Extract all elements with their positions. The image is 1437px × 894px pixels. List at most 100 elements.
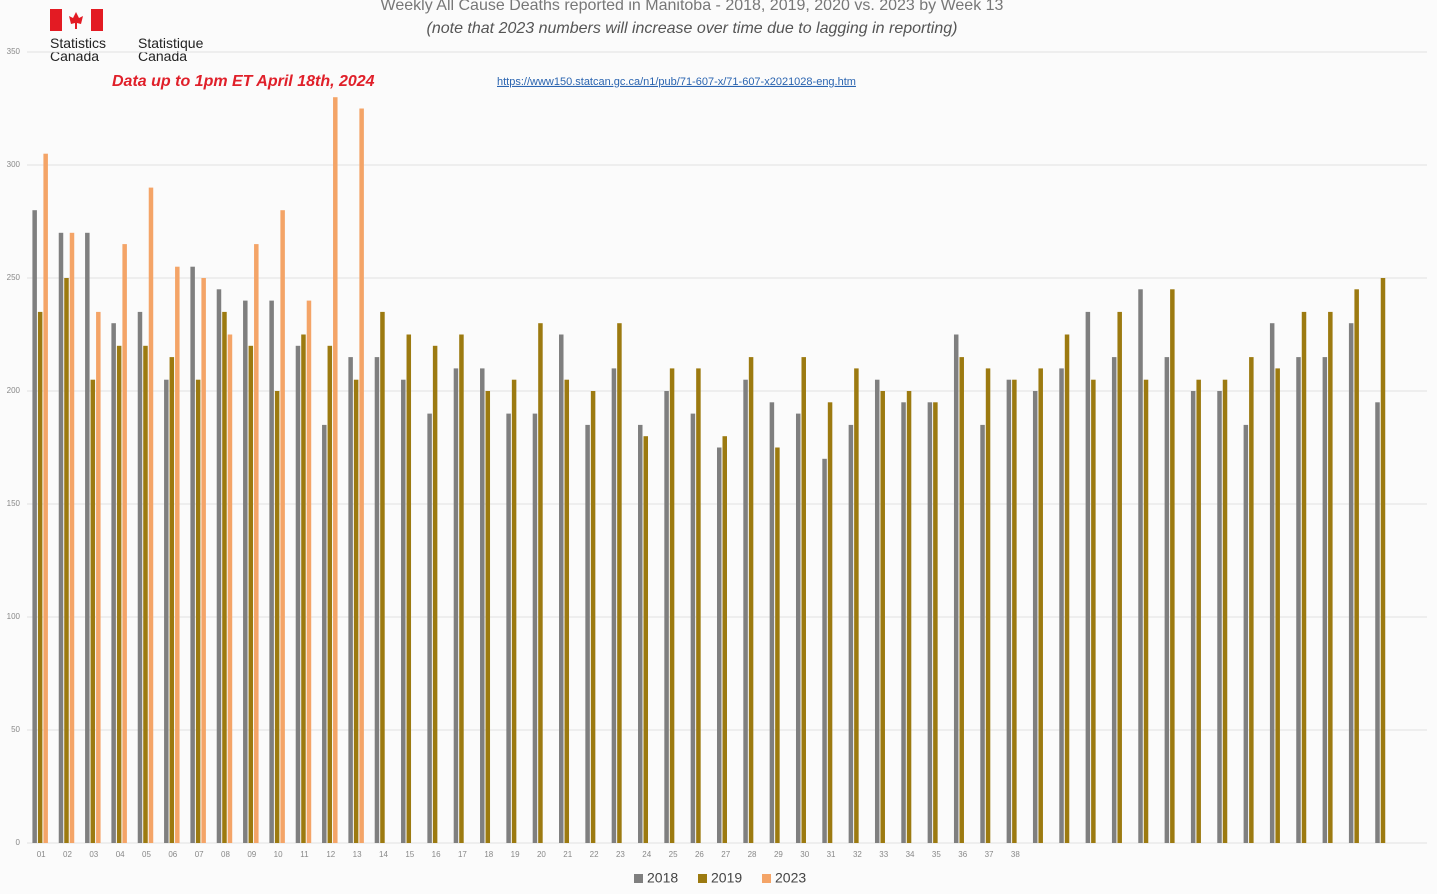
bar (585, 424, 590, 843)
x-tick-label: 15 (405, 850, 414, 859)
bar (1301, 311, 1307, 843)
bar (985, 368, 991, 843)
bar (933, 402, 938, 843)
x-tick-label: 31 (827, 850, 836, 859)
bar (801, 357, 806, 843)
bar (590, 391, 596, 843)
y-tick-label: 100 (7, 612, 21, 621)
bar (827, 402, 833, 843)
x-tick-label: 20 (537, 850, 546, 859)
x-tick-label: 32 (853, 850, 862, 859)
bar (143, 345, 148, 843)
bar (1354, 289, 1359, 843)
x-tick-label: 19 (511, 850, 520, 859)
x-tick-label: 33 (879, 850, 888, 859)
x-tick-label: 13 (353, 850, 362, 859)
bar (37, 311, 43, 843)
x-tick-label: 22 (590, 850, 599, 859)
bar (480, 368, 485, 843)
x-tick-label: 14 (379, 850, 388, 859)
bar (1243, 424, 1249, 843)
legend-label: 2019 (711, 870, 742, 886)
bar (274, 391, 280, 843)
x-tick-label: 30 (800, 850, 809, 859)
chart-subtitle: (note that 2023 numbers will increase ov… (427, 20, 958, 37)
bar (243, 300, 248, 844)
bar (301, 334, 306, 843)
bar (164, 379, 169, 843)
bar (748, 357, 754, 843)
bar (1348, 323, 1354, 843)
x-tick-label: 04 (116, 850, 125, 859)
x-tick-label: 26 (695, 850, 704, 859)
bar (1375, 402, 1380, 843)
bar (775, 447, 780, 843)
bar (227, 334, 233, 843)
bar (511, 379, 517, 843)
bar (1143, 379, 1149, 843)
bar (722, 436, 727, 843)
maple-leaf (69, 12, 83, 29)
bar (96, 311, 101, 843)
bar (953, 334, 959, 843)
legend-label: 2018 (647, 870, 678, 886)
bar (175, 266, 180, 843)
bar (980, 424, 985, 843)
bar (111, 323, 116, 843)
bar (85, 232, 90, 844)
bar (564, 379, 570, 843)
x-tick-label: 25 (669, 850, 678, 859)
bar (906, 391, 912, 843)
bar (137, 311, 143, 843)
bar (295, 345, 301, 843)
bar (669, 368, 675, 843)
y-tick-label: 150 (7, 499, 21, 508)
x-tick-label: 03 (89, 850, 98, 859)
bar (1275, 368, 1280, 843)
bar (1222, 379, 1228, 843)
bar (280, 210, 285, 843)
bar (190, 266, 195, 843)
bar (32, 210, 37, 843)
x-tick-label: 23 (616, 850, 625, 859)
bar (306, 300, 312, 844)
bar (374, 357, 380, 843)
bar (380, 311, 385, 843)
bar (459, 334, 464, 843)
logo-en: Statistics Canada (50, 35, 106, 64)
bar (1091, 379, 1096, 843)
bar (643, 436, 649, 843)
bar (927, 402, 933, 843)
bar (1164, 357, 1170, 843)
bar (690, 413, 696, 843)
bar (795, 413, 801, 843)
bar (406, 334, 412, 843)
bar (1117, 311, 1122, 843)
bar (432, 345, 438, 843)
bar (611, 368, 617, 843)
bar (1064, 334, 1070, 843)
bar (880, 391, 885, 843)
bar (1322, 357, 1328, 843)
bar (69, 232, 75, 844)
bar (485, 391, 491, 843)
bar (538, 323, 543, 843)
x-tick-label: 06 (168, 850, 177, 859)
bar (58, 232, 64, 844)
source-link[interactable]: https://www150.statcan.gc.ca/n1/pub/71-6… (497, 76, 856, 88)
bar (1269, 323, 1275, 843)
bar (1170, 289, 1175, 843)
bar (901, 402, 906, 843)
x-tick-label: 02 (63, 850, 72, 859)
bar (1217, 391, 1222, 843)
y-tick-label: 200 (7, 386, 21, 395)
bar (1085, 311, 1091, 843)
bar (743, 379, 748, 843)
bar (169, 357, 175, 843)
bar (1038, 368, 1043, 843)
chart-title: Weekly All Cause Deaths reported in Mani… (381, 0, 1004, 14)
legend-swatch (762, 874, 771, 883)
x-tick-label: 17 (458, 850, 467, 859)
bar (269, 300, 274, 844)
